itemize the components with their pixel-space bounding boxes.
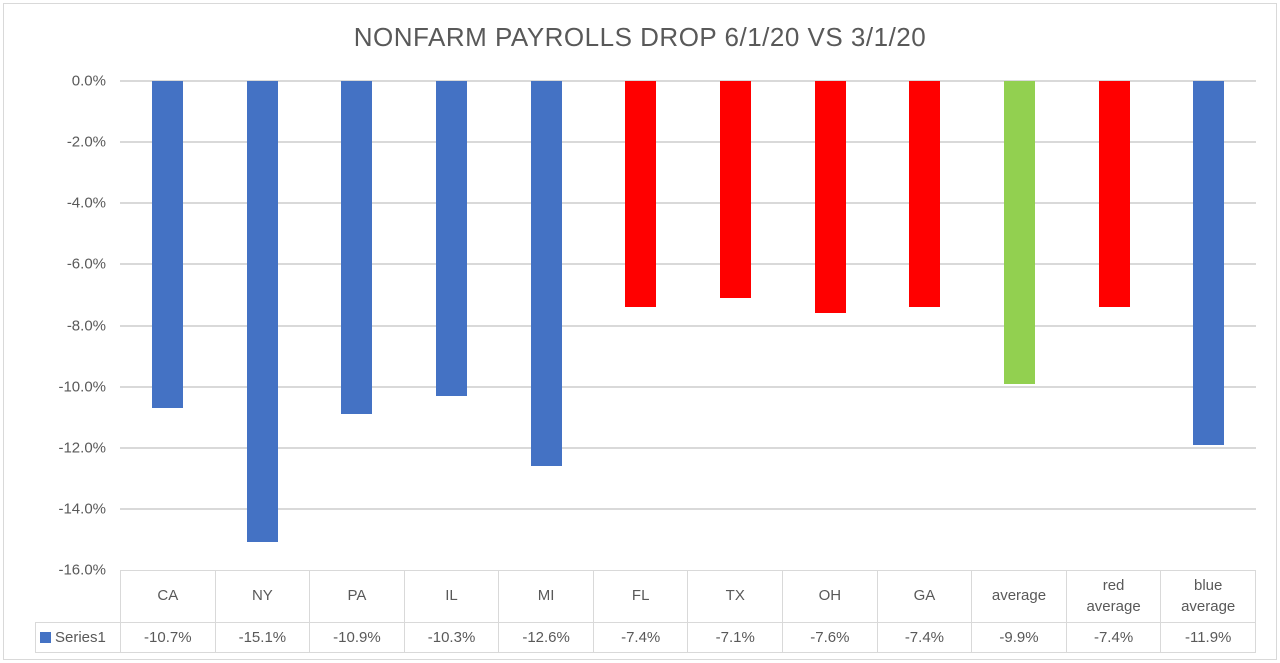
y-axis: 0.0% -2.0% -4.0% -6.0% -8.0% -10.0% -12.0% -14.… [0,73,106,579]
bar-GA [909,81,941,308]
table-header-NY: NY [214,570,311,623]
y-tick-label: 0.0% [71,72,106,90]
y-tick-label: -14.0% [58,500,106,518]
legend-series-label: Series1 [55,629,106,646]
table-header-CA: CA [120,570,216,623]
legend-key-cell: Series1 [35,622,121,653]
table-value-red-average: -7.4% [1065,622,1162,653]
table-value-PA: -10.9% [309,622,405,653]
table-header-IL: IL [403,570,500,623]
y-tick-label: -8.0% [66,317,106,334]
chart-title: NONFARM PAYROLLS DROP 6/1/20 VS 3/1/20 [353,22,927,52]
table-value-blue-average: -11.9% [1160,622,1256,653]
table-header-FL: FL [592,570,689,623]
bar-MI [530,81,562,467]
y-tick-label: -4.0% [66,194,106,212]
table-value-NY: -15.1% [214,622,311,653]
bar-OH [814,81,846,314]
gridline [120,385,1256,388]
bar-NY [246,81,278,543]
table-value-OH: -7.6% [782,622,878,653]
table-value-CA: -10.7% [120,622,216,653]
bar-red-average [1098,81,1130,308]
table-header-red-average: red average [1065,570,1162,623]
table-corner-spacer [36,571,121,623]
plot-area [120,80,1256,570]
gridline [120,141,1256,144]
y-tick-label: -16.0% [58,561,106,579]
gridline [120,446,1256,449]
bar-PA [341,81,373,415]
data-table: CA NY PA IL MI FL TX OH GA average red average blue… [35,570,1256,653]
bar-IL [435,81,467,396]
y-tick-label: -2.0% [66,133,106,151]
gridline [120,202,1256,205]
table-value-IL: -10.3% [403,622,500,653]
bar-CA [151,81,183,409]
table-header-average: average [971,570,1067,623]
table-header-MI: MI [498,570,594,623]
y-tick-label: -10.0% [58,378,106,396]
y-tick-label: -6.0% [66,255,106,273]
table-header-PA: PA [309,570,405,623]
table-header-OH: OH [782,570,878,623]
table-value-FL: -7.4% [592,622,689,653]
y-tick-label: -12.0% [58,439,106,457]
legend-swatch-icon [40,632,51,643]
gridline [120,324,1256,327]
table-value-MI: -12.6% [498,622,594,653]
table-header-GA: GA [876,570,973,623]
gridline [120,80,1256,82]
bar-average [1003,81,1035,384]
table-header-blue-average: blue average [1160,570,1256,623]
table-value-GA: -7.4% [876,622,973,653]
bar-TX [719,81,751,298]
bar-FL [625,81,657,308]
bar-blue-average [1193,81,1225,445]
table-value-average: -9.9% [971,622,1067,653]
table-header-TX: TX [687,570,784,623]
table-value-TX: -7.1% [687,622,784,653]
gridline [120,507,1256,510]
data-table-body: CA NY PA IL MI FL TX OH GA average red average blue… [35,570,1256,653]
gridline [120,263,1256,266]
